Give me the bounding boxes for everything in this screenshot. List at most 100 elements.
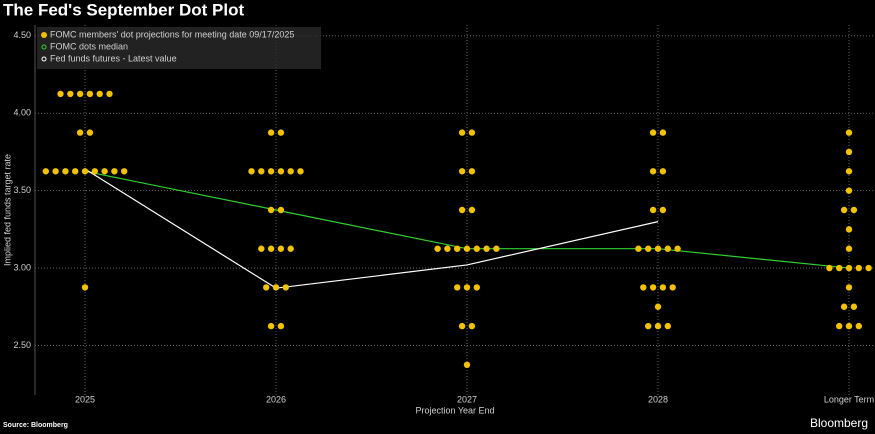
dot [493,245,500,252]
dot [287,245,294,252]
dot [664,322,671,330]
x-axis-label: Projection Year End [415,405,494,415]
dot [277,245,285,252]
legend-box [37,27,321,69]
legend: FOMC members' dot projections for meetin… [37,27,321,69]
dot [826,264,833,272]
y-axis-label: Implied fed funds target rate [2,154,12,266]
source: Source: Bloomberg [3,422,68,429]
dot [645,245,652,252]
dot [72,168,79,175]
dot [654,303,662,310]
dot [277,322,285,330]
dot [463,245,471,252]
dot [850,303,858,310]
dot [297,168,304,175]
dot [468,206,476,214]
dot [91,168,99,175]
dot [52,168,59,175]
dot [463,361,471,369]
y-tick-label: 2.50 [13,340,31,350]
dot [267,322,275,330]
dot [277,129,285,136]
dot [272,284,280,291]
dot [654,245,662,252]
dot [855,264,862,272]
dot [81,284,89,291]
plot-area: 2.50 3.00 3.50 4.00 4.50 2025 2026 2027 2028 Long… [13,25,875,404]
dot [865,264,872,272]
dot [845,129,853,136]
dot [454,284,461,291]
dot [645,322,652,330]
dot [840,206,848,214]
dot [258,245,265,252]
dot [267,129,275,136]
dot [263,284,270,291]
dot [845,148,853,156]
legend-label: FOMC dots median [50,41,128,51]
dot [845,245,853,252]
x-tick-label: 2028 [648,394,668,404]
dot [42,168,49,175]
dot [458,322,466,330]
dot [845,264,853,272]
dot [649,129,657,136]
dot [840,303,848,310]
dot [248,168,255,175]
dot [277,168,285,175]
dot [67,90,74,98]
dot [434,245,441,252]
y-tick-label: 4.00 [13,108,31,118]
dot [267,168,275,175]
dot [659,284,667,291]
y-tick-label: 3.50 [13,185,31,195]
dot [463,284,471,291]
dot [664,245,671,252]
legend-swatch [41,44,47,50]
dot [845,168,853,175]
dot [850,206,858,214]
dot [468,129,476,136]
dot [96,90,103,98]
x-tick-label: 2025 [75,394,95,404]
dot [468,322,476,330]
dot [76,129,84,136]
dot [640,284,647,291]
dot [458,129,466,136]
dot [473,245,480,252]
dot [86,129,94,136]
x-tick-label: 2026 [266,394,286,404]
dot [454,245,461,252]
dot [458,206,466,214]
y-tick-label: 3.00 [13,262,31,272]
dot [267,245,275,252]
dot [57,90,64,98]
dot [845,226,853,233]
dot [267,206,275,214]
dot [649,284,657,291]
dot [86,90,94,98]
dot [845,322,853,330]
dot [659,168,667,175]
x-tick-label: 2027 [457,394,477,404]
dot [76,90,84,98]
dot [483,245,490,252]
dot [444,245,451,252]
brand: Bloomberg [810,416,868,430]
dot [121,168,128,175]
line-2 [84,168,659,289]
dot [458,168,466,175]
dot [836,322,843,330]
dot [81,168,89,175]
legend-swatch [41,56,47,62]
dot [258,168,265,175]
dot [855,322,862,330]
dot [836,264,843,272]
dot [669,284,676,291]
dot [62,168,69,175]
dot [649,206,657,214]
dot [659,129,667,136]
chart-title: The Fed's September Dot Plot [3,0,244,19]
